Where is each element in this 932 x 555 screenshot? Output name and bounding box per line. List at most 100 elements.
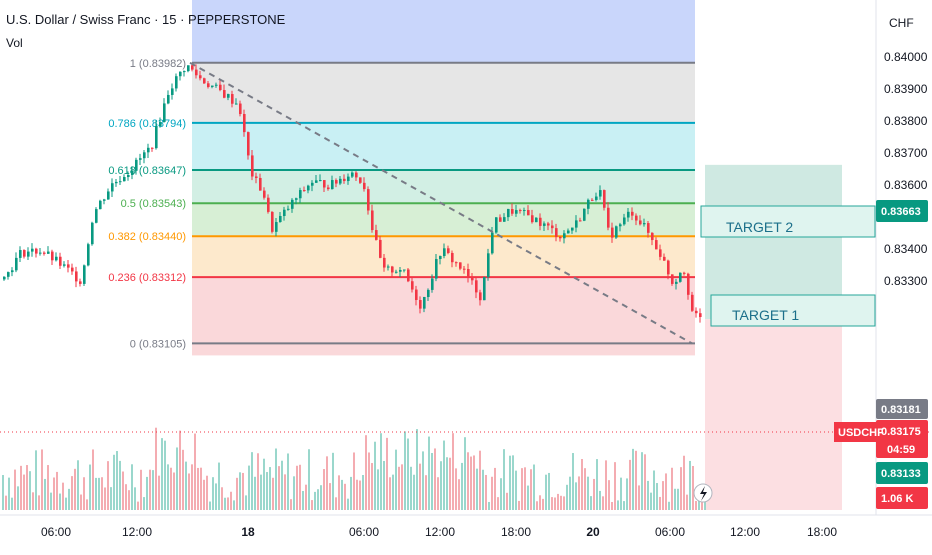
target-1-label: TARGET 1 xyxy=(732,307,799,323)
volume-bar xyxy=(680,467,682,510)
volume-bar xyxy=(608,480,610,510)
volume-bar xyxy=(77,460,79,510)
candle-body xyxy=(367,189,370,211)
x-tick: 12:00 xyxy=(425,525,455,539)
target-2-box[interactable] xyxy=(700,205,876,238)
price-pill-last-bg xyxy=(876,420,928,458)
volume-bar xyxy=(308,449,310,510)
candle-body xyxy=(323,180,326,188)
fib-label-0.786: 0.786 (0.83794) xyxy=(108,118,186,130)
candle-body xyxy=(71,267,74,272)
volume-bar xyxy=(287,453,289,510)
candle-body xyxy=(223,90,226,98)
candle-body xyxy=(699,313,702,318)
lightning-icon-glyph xyxy=(700,486,707,501)
price-pill-high-bg xyxy=(876,399,928,419)
candle-body xyxy=(675,281,678,284)
volume-bar xyxy=(242,472,244,510)
target-1-box[interactable] xyxy=(710,294,876,327)
candle-body xyxy=(643,223,646,225)
volume-bar xyxy=(368,452,370,510)
volume-bar xyxy=(590,496,592,510)
volume-bar xyxy=(665,473,667,510)
candle-body xyxy=(563,233,566,239)
candle-body xyxy=(31,248,34,252)
volume-bar xyxy=(575,482,577,510)
volume-bar xyxy=(281,460,283,510)
candle-body xyxy=(227,94,230,98)
volume-bar xyxy=(194,433,196,510)
candle-body xyxy=(691,294,694,311)
volume-bar xyxy=(356,479,358,510)
fib-label-0: 0 (0.83105) xyxy=(130,338,186,350)
candle-body xyxy=(43,252,46,254)
volume-bar xyxy=(626,478,628,510)
volume-bar xyxy=(329,483,331,510)
candle-body xyxy=(647,223,650,233)
volume-bar xyxy=(47,465,49,510)
volume-bar xyxy=(650,492,652,510)
volume-bar xyxy=(284,474,286,510)
volume-bar xyxy=(317,489,319,510)
candle-body xyxy=(391,266,394,273)
lightning-icon[interactable] xyxy=(693,483,713,503)
volume-bar xyxy=(122,471,124,510)
candle-body xyxy=(63,264,66,266)
candle-body xyxy=(207,83,210,87)
volume-bar xyxy=(74,468,76,510)
volume-bar xyxy=(161,438,163,510)
candle-body xyxy=(91,222,94,245)
volume-bar xyxy=(533,464,535,510)
candle-body xyxy=(531,215,534,223)
volume-bar xyxy=(41,449,43,510)
volume-bar xyxy=(371,463,373,510)
candle-body xyxy=(19,250,22,258)
candle-body xyxy=(175,76,178,89)
candle-body xyxy=(683,272,686,274)
x-tick: 18 xyxy=(241,525,255,539)
candle-body xyxy=(159,122,162,127)
x-tick: 12:00 xyxy=(122,525,152,539)
fib-zone-0 xyxy=(192,62,695,123)
volume-bar xyxy=(230,491,232,510)
volume-bar xyxy=(503,449,505,510)
candle-body xyxy=(671,274,674,284)
volume-bar xyxy=(659,496,661,510)
volume-bar xyxy=(380,433,382,510)
volume-bar xyxy=(248,465,250,510)
volume-bar xyxy=(5,495,7,510)
volume-bar xyxy=(692,466,694,510)
volume-bar xyxy=(56,471,58,510)
volume-bar xyxy=(392,474,394,510)
candle-body xyxy=(335,180,338,184)
candle-body xyxy=(535,217,538,223)
volume-bar xyxy=(164,440,166,510)
volume-bar xyxy=(71,476,73,510)
volume-bar xyxy=(515,470,517,510)
volume-bar xyxy=(119,460,121,510)
candle-body xyxy=(695,310,698,314)
candle-body xyxy=(667,260,670,275)
volume-bar xyxy=(110,487,112,510)
volume-bar xyxy=(578,476,580,510)
volume-bar xyxy=(257,453,259,510)
volume-bar xyxy=(635,450,637,510)
volume-bar xyxy=(26,465,28,510)
candle-body xyxy=(523,210,526,212)
volume-bar xyxy=(146,476,148,510)
volume-bar xyxy=(314,491,316,510)
volume-bar xyxy=(593,478,595,510)
volume-bar xyxy=(233,500,235,510)
volume-bar xyxy=(128,490,130,510)
volume-bar xyxy=(305,484,307,510)
volume-bar xyxy=(68,488,70,510)
volume-bar xyxy=(686,494,688,510)
candle-body xyxy=(655,240,658,250)
volume-bar xyxy=(464,437,466,510)
candle-body xyxy=(495,217,498,233)
candle-body xyxy=(579,220,582,222)
volume-bar xyxy=(35,450,37,510)
volume-bar xyxy=(431,452,433,510)
